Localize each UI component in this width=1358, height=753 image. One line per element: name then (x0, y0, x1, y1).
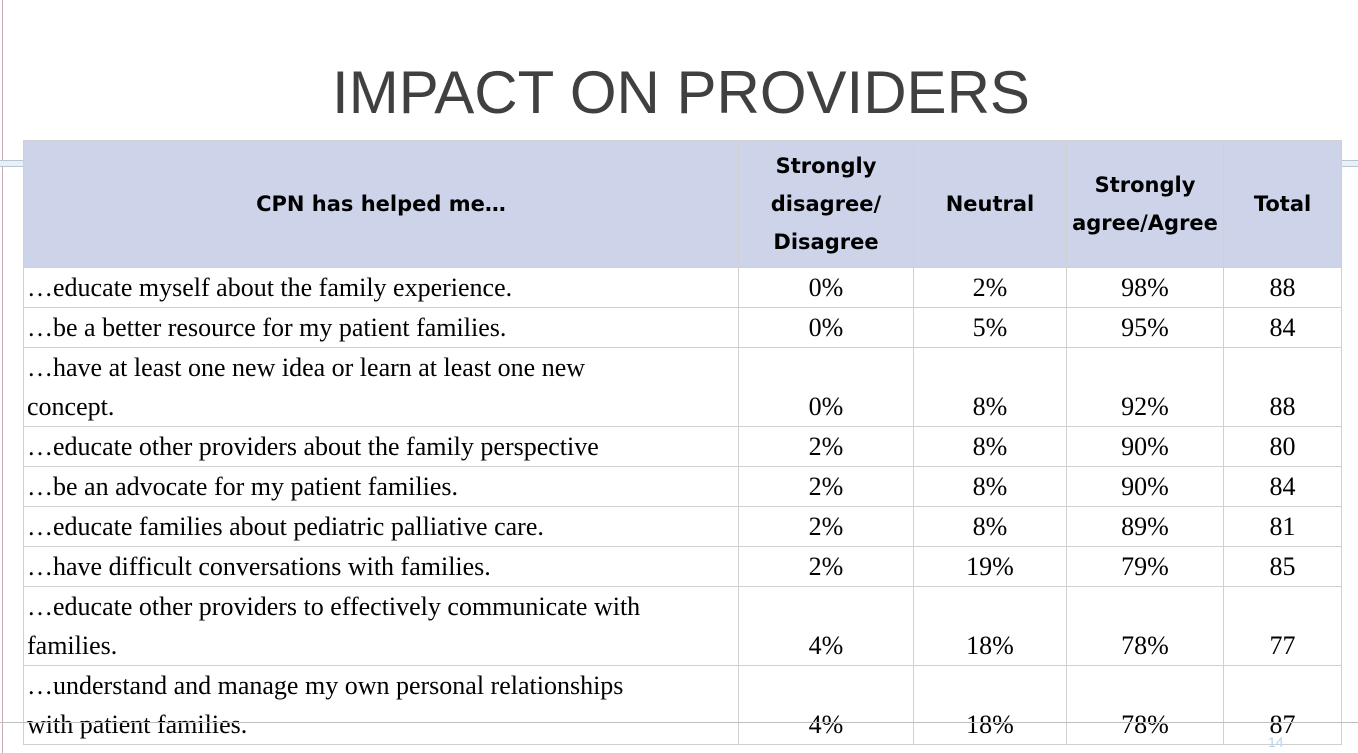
row-disagree: 0% (738, 307, 914, 348)
header-agree-line: Strongly (1094, 173, 1196, 197)
row-total: 88 (1223, 347, 1342, 427)
row-item: …understand and manage my own personal r… (23, 665, 739, 745)
table-row: …educate myself about the family experie… (23, 267, 1342, 308)
row-agree: 78% (1066, 665, 1224, 745)
row-neutral: 18% (913, 665, 1067, 745)
row-item-line: …have at least one new idea or learn at … (27, 353, 586, 382)
row-neutral: 8% (913, 506, 1067, 547)
header-agree: Strongly agree/Agree (1066, 140, 1224, 268)
row-disagree: 2% (738, 546, 914, 587)
decorative-rule-left (0, 160, 24, 167)
header-item-label: CPN has helped me… (256, 192, 506, 216)
decorative-rule-bottom (0, 722, 1358, 723)
row-agree: 95% (1066, 307, 1224, 348)
row-item: …be an advocate for my patient families. (23, 466, 739, 507)
row-neutral: 8% (913, 466, 1067, 507)
row-item: …educate other providers to effectively … (23, 586, 739, 666)
row-disagree: 0% (738, 347, 914, 427)
table-row: …have at least one new idea or learn at … (23, 347, 1342, 427)
row-item-line: with patient families. (27, 710, 248, 739)
row-item: …educate other providers about the famil… (23, 426, 739, 467)
survey-results-table: CPN has helped me… Strongly disagree/ Di… (23, 140, 1342, 745)
header-neutral-label: Neutral (945, 192, 1035, 216)
header-item: CPN has helped me… (23, 140, 739, 268)
table-row: …educate other providers about the famil… (23, 426, 1342, 467)
header-disagree-line: disagree/ (770, 192, 882, 216)
row-agree: 98% (1066, 267, 1224, 308)
row-total: 80 (1223, 426, 1342, 467)
row-disagree: 2% (738, 466, 914, 507)
slide-border (2, 0, 3, 753)
row-total: 88 (1223, 267, 1342, 308)
row-total: 87 (1223, 665, 1342, 745)
slide-title: IMPACT ON PROVIDERS (332, 59, 1030, 126)
table-header-row: CPN has helped me… Strongly disagree/ Di… (23, 140, 1342, 268)
table-row: …educate other providers to effectively … (23, 586, 1342, 666)
row-neutral: 8% (913, 426, 1067, 467)
row-neutral: 2% (913, 267, 1067, 308)
row-disagree: 4% (738, 586, 914, 666)
row-neutral: 8% (913, 347, 1067, 427)
row-disagree: 2% (738, 506, 914, 547)
row-neutral: 18% (913, 586, 1067, 666)
header-disagree-line: Strongly (775, 154, 877, 178)
header-disagree-line: Disagree (773, 230, 879, 254)
row-disagree: 2% (738, 426, 914, 467)
row-item-line: concept. (27, 392, 115, 421)
header-total-label: Total (1253, 192, 1312, 216)
row-agree: 90% (1066, 426, 1224, 467)
row-item: …have difficult conversations with famil… (23, 546, 739, 587)
row-total: 77 (1223, 586, 1342, 666)
slide-number: 14 (1268, 734, 1284, 750)
row-neutral: 19% (913, 546, 1067, 587)
table-row: …have difficult conversations with famil… (23, 546, 1342, 587)
row-total: 81 (1223, 506, 1342, 547)
row-item: …be a better resource for my patient fam… (23, 307, 739, 348)
row-item: …have at least one new idea or learn at … (23, 347, 739, 427)
row-item-line: …educate other providers to effectively … (27, 592, 641, 621)
header-total: Total (1223, 140, 1342, 268)
row-total: 84 (1223, 307, 1342, 348)
table-row: …understand and manage my own personal r… (23, 665, 1342, 745)
row-item-line: …understand and manage my own personal r… (27, 671, 624, 700)
row-agree: 90% (1066, 466, 1224, 507)
row-agree: 78% (1066, 586, 1224, 666)
row-total: 84 (1223, 466, 1342, 507)
row-disagree: 0% (738, 267, 914, 308)
header-neutral: Neutral (913, 140, 1067, 268)
decorative-rule-right (1340, 160, 1358, 167)
row-disagree: 4% (738, 665, 914, 745)
row-item: …educate myself about the family experie… (23, 267, 739, 308)
header-disagree: Strongly disagree/ Disagree (738, 140, 914, 268)
table-row: …be a better resource for my patient fam… (23, 307, 1342, 348)
row-total: 85 (1223, 546, 1342, 587)
row-item: …educate families about pediatric pallia… (23, 506, 739, 547)
row-agree: 92% (1066, 347, 1224, 427)
row-agree: 79% (1066, 546, 1224, 587)
row-neutral: 5% (913, 307, 1067, 348)
row-item-line: families. (27, 631, 118, 660)
table-row: …educate families about pediatric pallia… (23, 506, 1342, 547)
header-agree-line: agree/Agree (1072, 211, 1218, 235)
table-row: …be an advocate for my patient families.… (23, 466, 1342, 507)
row-agree: 89% (1066, 506, 1224, 547)
